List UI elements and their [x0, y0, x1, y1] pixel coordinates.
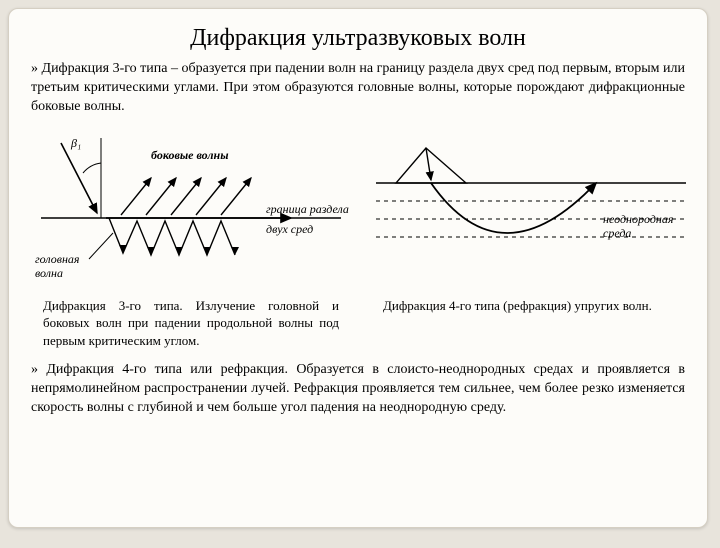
para2-text: Дифракция 4-го типа или рефракция. Образ…: [31, 362, 685, 415]
boundary-l2: двух сред: [266, 222, 313, 236]
para1-text: Дифракция 3-го типа – образуется при пад…: [31, 61, 685, 114]
diagram-type4: неоднородная среда: [371, 123, 691, 293]
head-l1: головная: [35, 252, 80, 266]
figure-row: β₁ боковые волны граница раздела двух ср…: [31, 123, 685, 358]
bullet-icon-2: [31, 362, 46, 377]
paragraph-type3: Дифракция 3-го типа – образуется при пад…: [31, 60, 685, 117]
medium-l2: среда: [603, 226, 631, 240]
boundary-l1: граница раздела: [266, 202, 349, 216]
figure-1: β₁ боковые волны граница раздела двух ср…: [31, 123, 351, 358]
figure-2: неоднородная среда Дифракция 4-го типа (…: [371, 123, 691, 358]
diagram-type3: β₁ боковые волны граница раздела двух ср…: [31, 123, 351, 293]
beta-label: β₁: [70, 136, 81, 150]
medium-l1: неоднородная: [603, 212, 674, 226]
caption-1: Дифракция 3-го типа. Излучение головной …: [43, 297, 339, 350]
bullet-icon: [31, 61, 42, 76]
page-title: Дифракция ультразвуковых волн: [31, 25, 685, 52]
slide: Дифракция ультразвуковых волн Дифракция …: [8, 8, 708, 528]
caption-2: Дифракция 4-го типа (рефракция) упругих …: [383, 297, 679, 315]
paragraph-type4: Дифракция 4-го типа или рефракция. Образ…: [31, 361, 685, 418]
head-l2: волна: [35, 266, 63, 280]
side-waves-label: боковые волны: [151, 148, 229, 162]
